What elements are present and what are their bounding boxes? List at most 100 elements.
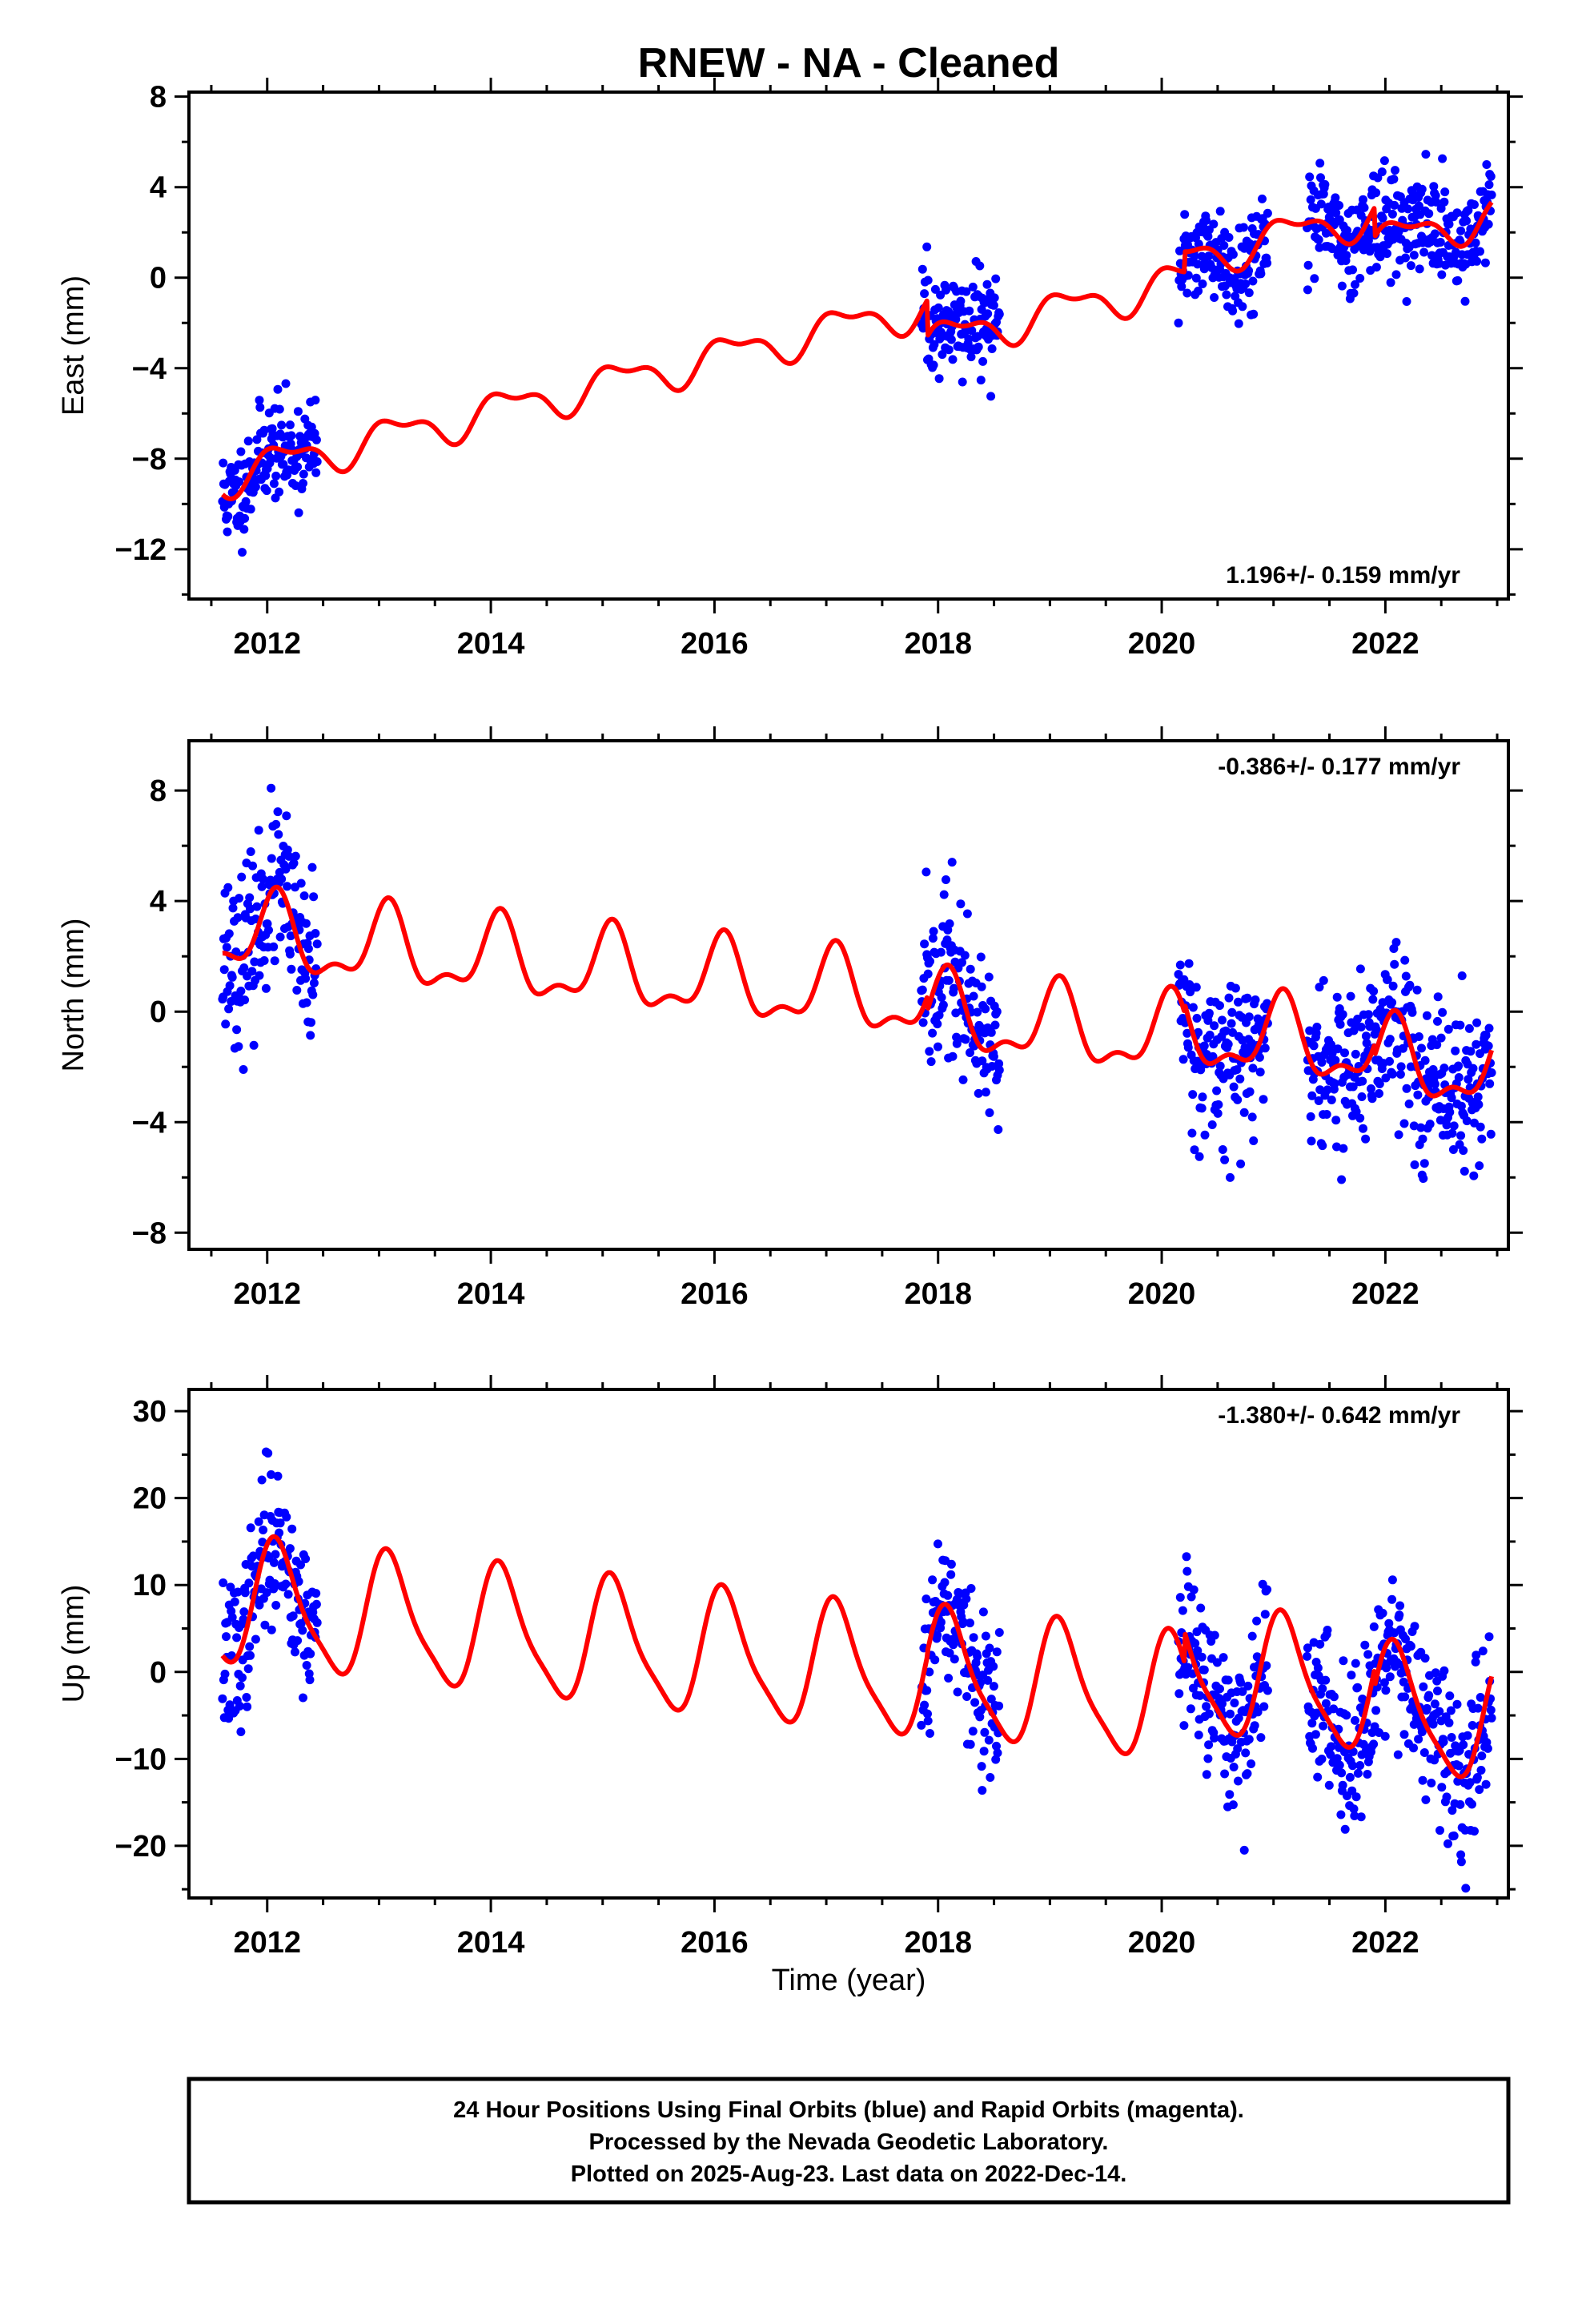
data-point <box>956 296 966 306</box>
data-point <box>1307 1136 1316 1146</box>
data-point <box>1484 1023 1494 1033</box>
data-points-group <box>218 1447 1496 1893</box>
data-point <box>1347 1671 1356 1680</box>
data-point <box>1484 180 1494 190</box>
data-point <box>1235 1074 1245 1084</box>
caption-frame <box>187 2077 1511 2205</box>
data-point <box>1472 1651 1481 1660</box>
data-point <box>1306 195 1315 204</box>
data-point <box>928 1028 938 1038</box>
data-point <box>1243 1769 1252 1779</box>
data-point <box>1221 1026 1231 1035</box>
data-point <box>933 1630 942 1640</box>
x-tick-label: 2012 <box>233 1277 301 1311</box>
data-point <box>1202 1702 1211 1711</box>
data-point <box>1409 1743 1418 1753</box>
data-point <box>1238 302 1247 312</box>
data-point <box>934 1011 944 1020</box>
x-tick-label: 2018 <box>904 1277 972 1311</box>
data-point <box>309 979 319 987</box>
data-point <box>245 893 255 903</box>
data-point <box>1251 995 1260 1004</box>
data-point <box>1459 1740 1468 1750</box>
data-point <box>1322 1110 1331 1119</box>
data-point <box>975 1712 985 1722</box>
data-point <box>1263 999 1272 1008</box>
data-point <box>222 1632 231 1642</box>
data-point <box>227 972 237 982</box>
data-point <box>1317 1058 1327 1067</box>
data-point <box>1263 1585 1272 1594</box>
data-point <box>1331 208 1341 218</box>
data-point <box>294 1577 303 1586</box>
data-point <box>1473 1703 1483 1713</box>
data-point <box>1391 166 1399 175</box>
data-point <box>1413 1090 1423 1100</box>
data-point <box>1440 187 1450 197</box>
data-point <box>273 384 283 394</box>
data-point <box>984 1735 994 1745</box>
data-point <box>1454 1761 1464 1771</box>
data-point <box>1384 1618 1394 1628</box>
y-tick-label: 4 <box>150 171 167 205</box>
data-point <box>1220 1155 1230 1164</box>
data-point <box>929 360 938 370</box>
y-tick-label: −10 <box>115 1743 167 1776</box>
data-point <box>978 1607 988 1617</box>
data-point <box>220 1669 230 1679</box>
data-point <box>977 304 986 314</box>
data-point <box>267 1470 276 1479</box>
data-point <box>1204 1709 1214 1719</box>
data-point <box>293 462 303 472</box>
data-point <box>1256 1733 1266 1743</box>
data-point <box>296 1560 305 1570</box>
data-point <box>1231 983 1240 993</box>
data-point <box>1480 258 1490 267</box>
data-point <box>1324 1780 1334 1790</box>
data-point <box>1197 1652 1207 1662</box>
data-point <box>1193 1646 1203 1655</box>
data-point <box>1219 241 1229 250</box>
data-point <box>1326 1750 1335 1759</box>
data-point <box>311 1599 321 1609</box>
y-tick-label: 30 <box>133 1395 167 1429</box>
data-point <box>1410 1622 1419 1631</box>
data-point <box>1451 1046 1460 1055</box>
data-point <box>1351 279 1359 289</box>
data-point <box>934 374 944 384</box>
data-point <box>991 274 1001 283</box>
data-point <box>291 851 300 861</box>
y-axis-label: East (mm) <box>57 275 90 416</box>
x-tick-label: 2012 <box>233 1926 301 1960</box>
data-point <box>270 1579 279 1588</box>
data-point <box>1182 1028 1192 1038</box>
data-point <box>974 1088 983 1098</box>
data-point <box>1220 1769 1230 1779</box>
y-tick-label: 8 <box>150 774 167 808</box>
data-point <box>1474 1100 1484 1109</box>
data-point <box>267 854 276 863</box>
data-point <box>1238 1687 1247 1696</box>
data-point <box>978 1056 987 1066</box>
data-point <box>926 956 934 966</box>
data-point <box>930 1655 940 1665</box>
data-point <box>289 858 299 868</box>
data-point <box>918 1018 928 1027</box>
data-point <box>275 487 284 497</box>
data-point <box>287 1524 297 1534</box>
data-point <box>1403 204 1413 214</box>
data-point <box>255 1600 264 1610</box>
data-point <box>1462 216 1472 226</box>
data-point <box>1386 278 1395 287</box>
data-point <box>1329 1692 1339 1702</box>
data-point <box>270 956 279 966</box>
data-point <box>1239 1845 1249 1855</box>
data-point <box>966 352 976 362</box>
data-point <box>1313 1772 1323 1782</box>
data-point <box>917 264 927 274</box>
data-point <box>1233 1095 1243 1104</box>
data-point <box>1332 1754 1342 1763</box>
data-point <box>257 1475 267 1485</box>
data-point <box>969 1633 978 1642</box>
